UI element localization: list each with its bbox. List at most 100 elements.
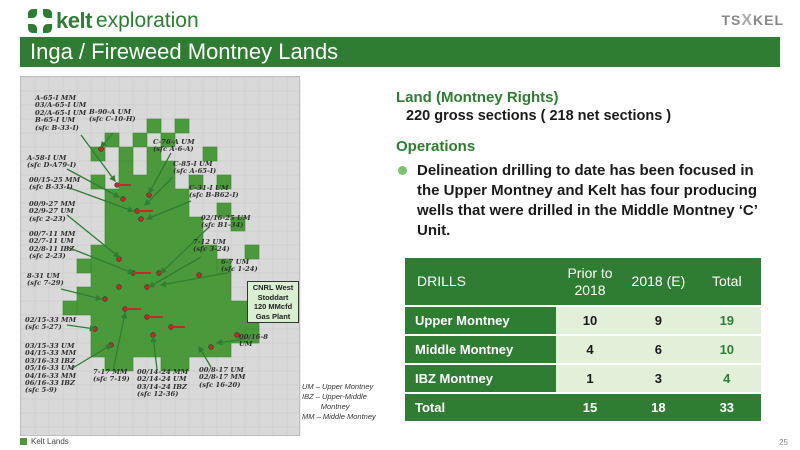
kelt-land-parcel: [76, 258, 92, 274]
abbrev-mm: MM – Middle Montney: [302, 412, 376, 421]
kelt-land-parcel: [216, 174, 232, 190]
map-label-a65: A-65-I MM 03/A-65-I UM 02/A-65-I UM B-65…: [35, 94, 87, 132]
well-location-icon: [156, 270, 162, 276]
kelt-land-parcel: [118, 146, 134, 162]
cell-total: 33: [692, 393, 761, 423]
map-label-c31: C-31-I UM (sfc B-B62-I): [189, 184, 239, 200]
table-row: Upper Montney 10 9 19: [405, 306, 761, 336]
kelt-land-parcel: [244, 328, 260, 344]
operations-bullet-text: Delineation drilling to date has been fo…: [417, 162, 758, 239]
row-label: Middle Montney: [405, 335, 556, 365]
kelt-land-parcel: [216, 258, 232, 274]
land-heading: Land (Montney Rights): [396, 89, 559, 106]
well-location-icon: [234, 332, 240, 338]
abbrev-ibz: IBZ – Upper-Middle Montney: [302, 392, 367, 411]
cell-prior: 4: [555, 335, 625, 365]
ticker-exchange: TS: [721, 12, 742, 28]
callout-arrow: [66, 186, 135, 213]
kelt-land-parcel: [146, 118, 162, 134]
cell-2018: 3: [624, 364, 693, 394]
legend-label: Kelt Lands: [31, 437, 69, 446]
kelt-land-parcel: [216, 202, 232, 218]
well-location-icon: [144, 284, 150, 290]
map-label-711: 00/7-11 MM 02/7-11 UM 02/8-11 IBZ (sfc 2…: [29, 230, 76, 261]
callout-arrow: [66, 168, 121, 198]
well-location-icon: [120, 196, 126, 202]
map-label-712: 7-12 UM (sfc 3-24): [193, 238, 230, 254]
well-location-icon: [146, 192, 152, 198]
ticker-symbol: KEL: [753, 12, 784, 28]
drills-table: DRILLS Prior to 2018 2018 (E) Total Uppe…: [405, 258, 761, 423]
cell-total: 10: [692, 335, 761, 365]
callout-arrow: [145, 200, 192, 221]
callout-arrow: [70, 344, 113, 370]
callout-arrow: [150, 335, 158, 370]
callout-arrow: [100, 132, 114, 148]
legend-swatch-icon: [20, 438, 27, 445]
table-row-total: Total 15 18 33: [405, 393, 761, 423]
map-label-1533: 02/15-33 MM (sfc 5-27): [25, 316, 77, 332]
callout-arrow: [60, 288, 103, 301]
cell-total: 4: [692, 364, 761, 394]
callout-arrow: [159, 272, 228, 288]
callout-arrow: [66, 324, 97, 332]
map-label-1525: 00/15-25 MM (sfc B-33-I): [29, 176, 81, 192]
cell-prior: 10: [555, 306, 625, 336]
kelt-land-parcel: [174, 118, 190, 134]
map-label-a58: A-58-I UM (sfc D-A79-I): [27, 154, 77, 170]
kelt-land-parcel: [90, 174, 106, 190]
callout-arrow: [80, 134, 116, 183]
table-row: Middle Montney 4 6 10: [405, 335, 761, 365]
callout-arrow: [112, 311, 128, 372]
cell-2018: 6: [624, 335, 693, 365]
map-legend: Kelt Lands: [20, 437, 69, 446]
map-label-c76: C-76-A UM (sfc A-6-A): [153, 138, 195, 154]
cell-prior: 15: [555, 393, 625, 423]
callout-arrow: [160, 226, 210, 274]
callout-arrow: [215, 338, 246, 346]
tsx-ticker: TSXKEL: [721, 12, 784, 30]
map-label-1633: 03/15-33 UM 04/15-33 MM 03/16-33 IBZ 05/…: [25, 342, 77, 395]
logo-clover-icon: [28, 9, 52, 33]
map-label-927: 00/9-27 MM 02/9-27 UM (sfc 2-23): [29, 200, 76, 223]
callout-arrow: [148, 152, 172, 195]
abbreviation-key: UM – Upper Montney IBZ – Upper-Middle Mo…: [302, 382, 376, 422]
kelt-land-parcel: [230, 216, 246, 232]
page-title: Inga / Fireweed Montney Lands: [30, 39, 339, 64]
row-label: Upper Montney: [405, 306, 556, 336]
land-value: 220 gross sections ( 218 net sections ): [406, 108, 672, 124]
title-bar: Inga / Fireweed Montney Lands: [20, 37, 780, 67]
col-header-total: Total: [692, 258, 761, 307]
map-label-168: 00/16-8 UM: [239, 333, 268, 349]
kelt-land-parcel: [202, 146, 218, 162]
callout-arrow: [147, 256, 202, 288]
map-label-831: 8-31 UM (sfc 7-29): [27, 272, 64, 288]
logo-word: kelt: [56, 8, 92, 33]
kelt-land-parcel: [160, 132, 176, 148]
drills-table-header: DRILLS Prior to 2018 2018 (E) Total: [405, 258, 761, 307]
operations-heading: Operations: [396, 138, 476, 155]
well-location-icon: [150, 332, 156, 338]
cell-2018: 18: [624, 393, 693, 423]
callout-arrow: [66, 246, 135, 275]
cell-2018: 9: [624, 306, 693, 336]
logo-subtitle: exploration: [95, 9, 199, 32]
row-label: IBZ Montney: [405, 364, 556, 394]
land-map-graphic: [21, 77, 301, 437]
land-map: A-65-I MM 03/A-65-I UM 02/A-65-I UM B-65…: [20, 76, 301, 437]
ticker-x: X: [741, 12, 753, 29]
kelt-land-parcel: [132, 132, 148, 148]
map-label-1424: 00/14-24 MM 02/14-24 UM 03/14-24 IBZ (sf…: [137, 368, 189, 399]
map-label-b90: B-90-A UM (sfc C-10-H): [89, 108, 136, 124]
well-location-icon: [102, 296, 108, 302]
kelt-land-parcel: [104, 132, 120, 148]
col-header-drills: DRILLS: [405, 258, 556, 307]
map-label-1625: 02/16-25 UM (sfc B1-34): [201, 214, 251, 230]
col-header-2018: 2018 (E): [624, 258, 693, 307]
well-location-icon: [208, 344, 214, 350]
bullet-dot-icon: [398, 166, 407, 175]
cnrl-gas-plant-text: CNRL West Stoddart 120 MMcfd Gas Plant: [252, 283, 294, 321]
table-row: IBZ Montney 1 3 4: [405, 364, 761, 394]
well-location-icon: [116, 284, 122, 290]
map-label-67: 6-7 UM (sfc 1-24): [221, 258, 258, 274]
